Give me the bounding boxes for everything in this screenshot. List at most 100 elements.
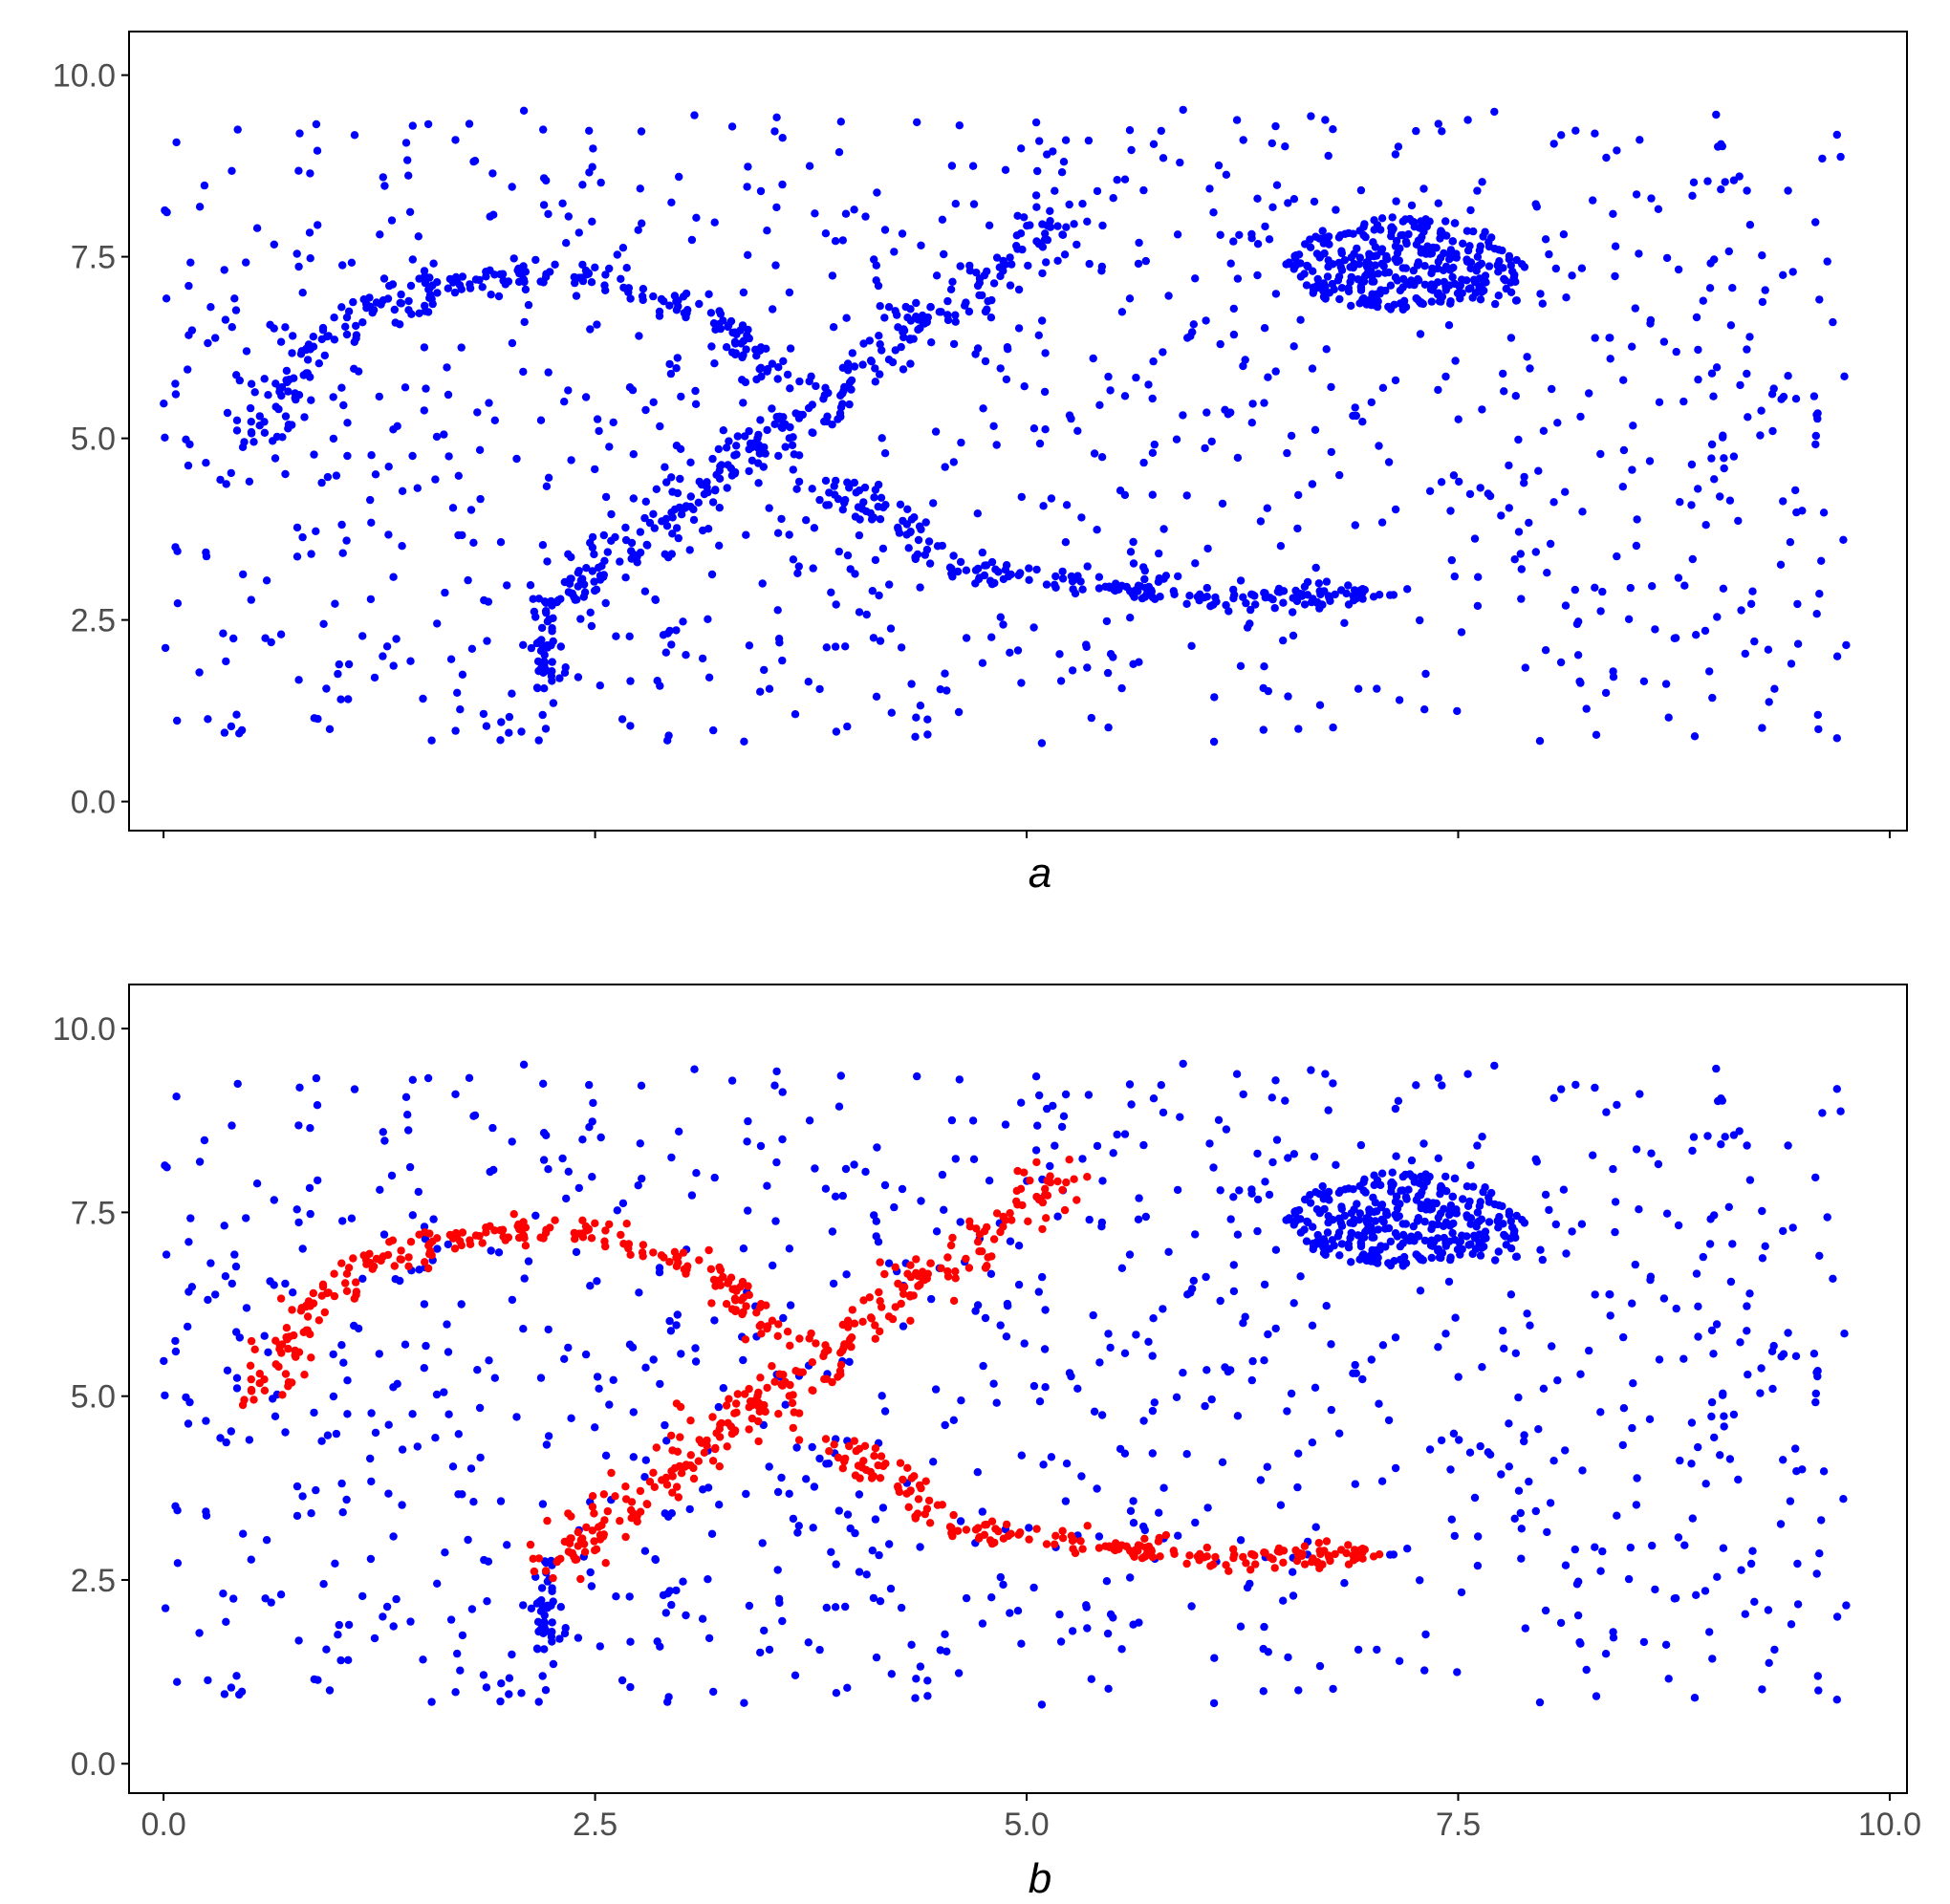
data-point <box>744 1116 752 1126</box>
data-point <box>303 356 313 364</box>
data-point <box>1291 254 1300 263</box>
data-point <box>601 492 611 502</box>
data-point <box>1149 357 1158 366</box>
data-point <box>880 226 890 234</box>
data-point <box>260 375 269 383</box>
data-point <box>1007 570 1015 579</box>
data-point <box>832 727 841 736</box>
data-point <box>962 298 970 307</box>
data-point <box>339 1358 348 1367</box>
data-point <box>1134 259 1143 269</box>
data-point <box>1304 1218 1312 1227</box>
data-point <box>185 1397 194 1407</box>
data-point <box>1417 1203 1426 1213</box>
data-point <box>743 1137 751 1146</box>
data-point <box>1377 1477 1387 1485</box>
data-point-highlighted <box>756 1320 766 1330</box>
data-point <box>932 1227 942 1236</box>
data-point <box>1157 126 1166 136</box>
data-point <box>662 1437 671 1445</box>
data-point-highlighted <box>869 1472 878 1481</box>
data-point <box>423 119 433 129</box>
data-point <box>384 1489 393 1498</box>
data-point-highlighted <box>704 1245 713 1255</box>
data-point <box>1784 1141 1792 1150</box>
data-point <box>675 1127 683 1136</box>
data-point-highlighted <box>517 1226 527 1235</box>
data-point-highlighted <box>809 1386 817 1396</box>
data-point <box>1536 290 1545 298</box>
data-point <box>1236 576 1246 585</box>
data-point-highlighted <box>986 1536 995 1545</box>
data-point <box>350 364 358 373</box>
data-point <box>1748 587 1757 595</box>
data-point <box>1606 1311 1614 1320</box>
data-point-highlighted <box>1292 1556 1302 1566</box>
data-point-highlighted <box>841 1454 850 1463</box>
data-point <box>588 1173 596 1181</box>
data-point <box>1628 342 1636 351</box>
data-point <box>834 415 842 423</box>
data-point-highlighted <box>425 1229 434 1238</box>
data-point <box>1016 229 1026 238</box>
data-point <box>1499 369 1507 379</box>
data-point-highlighted <box>260 1375 269 1384</box>
data-point <box>537 623 547 633</box>
data-point <box>1126 614 1135 622</box>
data-point <box>1041 1383 1050 1392</box>
data-point <box>825 488 834 497</box>
data-point <box>1574 1577 1583 1586</box>
data-point <box>1093 526 1101 534</box>
data-point <box>260 1331 269 1340</box>
data-point <box>482 272 490 281</box>
data-point <box>1368 277 1376 286</box>
data-point-highlighted <box>677 1469 686 1478</box>
data-point-highlighted <box>1202 1552 1212 1561</box>
data-point <box>710 359 719 368</box>
data-point <box>1259 725 1268 734</box>
data-point <box>1628 1299 1636 1308</box>
data-point <box>1494 1247 1504 1256</box>
data-point <box>951 200 960 208</box>
data-point <box>1705 1240 1715 1248</box>
data-point <box>1106 1343 1115 1352</box>
data-point <box>1396 1242 1405 1251</box>
data-point <box>1334 272 1344 281</box>
data-point <box>862 1570 871 1579</box>
data-point-highlighted <box>949 1510 958 1520</box>
data-point <box>656 682 664 690</box>
data-point <box>989 422 998 430</box>
data-point <box>1798 1465 1807 1474</box>
data-point <box>1332 206 1340 214</box>
data-point-highlighted <box>1012 1197 1021 1206</box>
data-point <box>1337 284 1347 292</box>
data-point <box>624 284 634 292</box>
data-point <box>1068 1627 1077 1635</box>
data-point <box>1307 1066 1315 1074</box>
data-point-highlighted <box>362 1256 371 1265</box>
data-point <box>824 388 833 398</box>
data-point <box>1606 334 1614 342</box>
data-point <box>1655 398 1664 406</box>
data-point <box>535 638 544 646</box>
data-point <box>1253 1149 1262 1158</box>
data-point <box>599 530 608 540</box>
data-point <box>1115 585 1123 594</box>
data-point <box>350 131 359 140</box>
data-point <box>899 333 908 342</box>
data-point <box>456 1666 465 1675</box>
data-point <box>1457 1588 1466 1597</box>
data-point <box>1294 490 1303 500</box>
data-point <box>1741 1610 1750 1618</box>
data-point <box>352 321 360 331</box>
data-point <box>1434 1343 1442 1352</box>
data-point <box>448 504 458 512</box>
data-point <box>171 1502 180 1511</box>
data-point <box>498 270 508 278</box>
data-point <box>724 322 732 332</box>
data-point-highlighted <box>727 1429 737 1439</box>
data-point <box>1761 286 1769 294</box>
data-point <box>533 657 543 666</box>
data-point <box>906 359 915 368</box>
data-point-highlighted <box>984 1253 992 1262</box>
